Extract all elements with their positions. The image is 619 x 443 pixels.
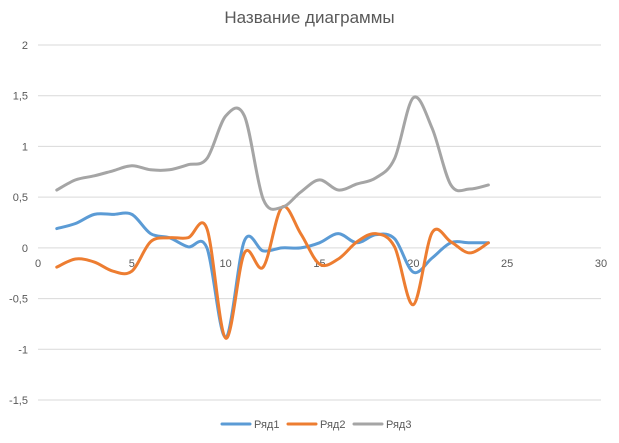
x-tick-label: 30	[595, 258, 607, 270]
x-tick-label: 25	[501, 258, 513, 270]
y-tick-label: 2	[22, 40, 28, 52]
legend-label-2: Ряд2	[320, 419, 345, 431]
legend-label-3: Ряд3	[386, 419, 411, 431]
series-line-1	[55, 211, 490, 339]
x-tick-label: 0	[35, 258, 41, 270]
legend-label-1: Ряд1	[254, 419, 279, 431]
y-tick-label: -1	[18, 344, 28, 356]
series-line-2	[55, 204, 490, 340]
x-tick-label: 5	[129, 258, 135, 270]
y-tick-label: -0,5	[9, 294, 28, 306]
y-tick-label: 0,5	[13, 192, 28, 204]
x-tick-label: 10	[220, 258, 232, 270]
series-line-3	[55, 95, 490, 211]
y-tick-label: 1	[22, 141, 28, 153]
y-tick-label: 0	[22, 243, 28, 255]
y-tick-label: 1,5	[13, 91, 28, 103]
chart-title: Название диаграммы	[224, 8, 395, 27]
y-tick-label: -1,5	[9, 395, 28, 407]
